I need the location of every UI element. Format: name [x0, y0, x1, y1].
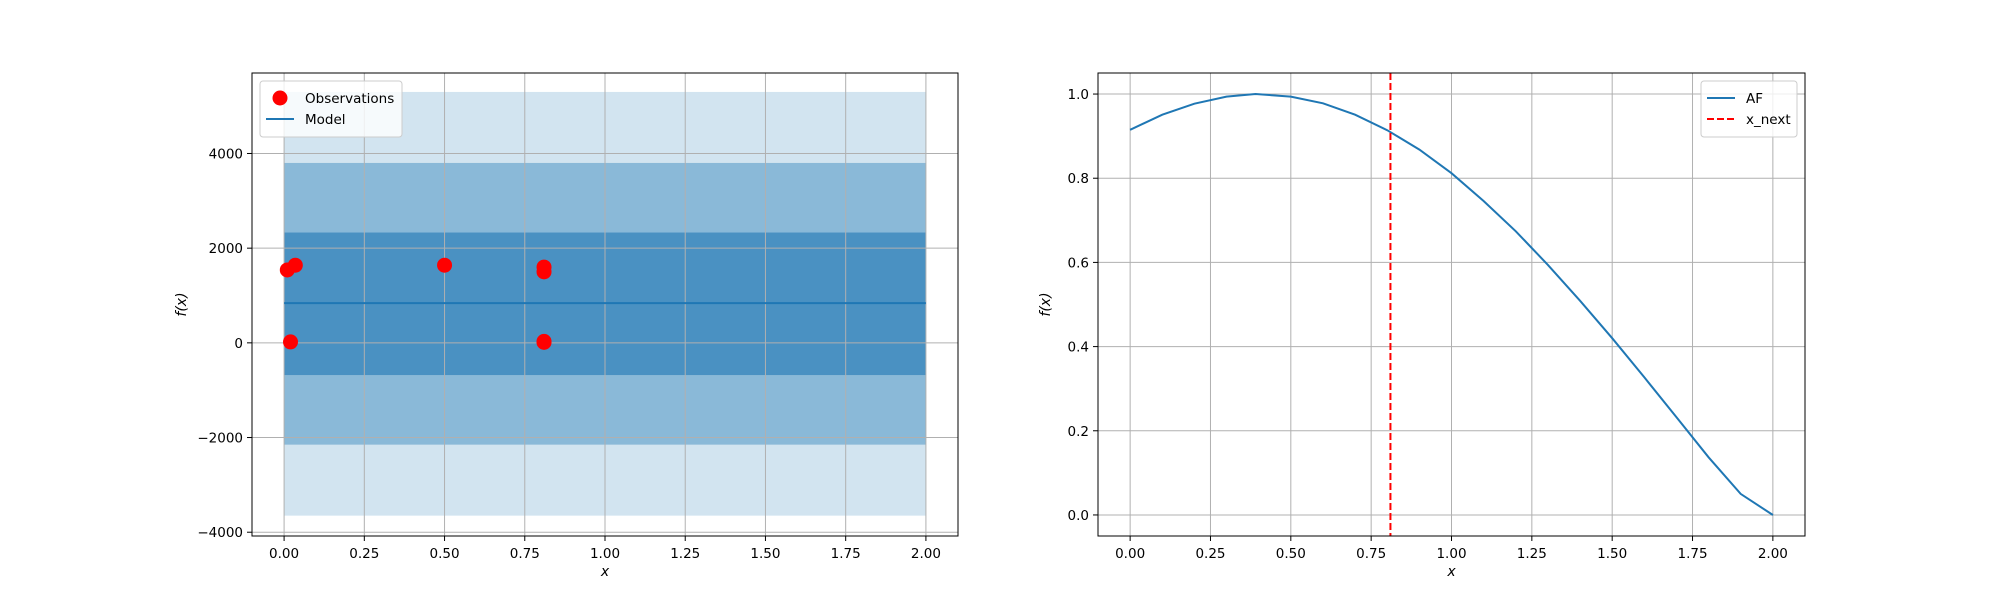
- series-line-af: [1129, 92, 1774, 516]
- y-tick-label: −4000: [197, 525, 243, 541]
- x-tick-label: 1.25: [1517, 546, 1547, 562]
- x-tick-label: 2.00: [911, 546, 941, 562]
- y-tick-label: 2000: [209, 241, 243, 257]
- y-tick-label: 4000: [209, 146, 243, 162]
- x-tick-label: 1.75: [1677, 546, 1707, 562]
- x-tick-label: 1.50: [750, 546, 780, 562]
- x-tick-label: 2.00: [1758, 546, 1788, 562]
- x-tick-label: 1.00: [590, 546, 620, 562]
- x-tick-label: 0.75: [510, 546, 540, 562]
- grid: [252, 73, 958, 536]
- legend-marker-observations: [272, 90, 288, 106]
- legend-box: [259, 80, 403, 138]
- x-axis-label: x: [600, 564, 610, 580]
- y-axis-label: f(x): [1038, 292, 1054, 316]
- x-tick-label: 0.75: [1356, 546, 1386, 562]
- legend-label: Observations: [305, 91, 394, 107]
- legend: AF x_next: [1700, 80, 1798, 138]
- chart-panel-2: 0.00 0.25 0.50 0.75 1.00 1.25 1.50 1.75 2.00 0.0 0…: [1038, 72, 1806, 580]
- y-tick-label: −2000: [197, 431, 243, 447]
- y-tick-label: 0.2: [1068, 424, 1089, 440]
- legend-label: AF: [1746, 91, 1763, 107]
- y-tick-label: 1.0: [1068, 87, 1089, 103]
- observation-point: [536, 264, 552, 280]
- y-tick-label: 0: [234, 336, 243, 352]
- y-axis-label: f(x): [174, 292, 190, 316]
- y-tick-label: 0.6: [1068, 255, 1089, 271]
- y-tick-label: 0.8: [1068, 171, 1089, 187]
- legend: Observations Model: [259, 80, 403, 138]
- y-tick-label: 0.0: [1068, 508, 1089, 524]
- x-tick-label: 0.50: [430, 546, 460, 562]
- legend-label: x_next: [1746, 112, 1791, 128]
- x-axis-label: x: [1446, 564, 1456, 580]
- x-tick-label: 0.50: [1276, 546, 1306, 562]
- x-tick-label: 0.25: [1195, 546, 1225, 562]
- observation-point: [437, 257, 453, 273]
- observation-point: [536, 334, 552, 350]
- legend-box: [1700, 80, 1798, 138]
- observation-point: [283, 334, 299, 350]
- grid: [1098, 73, 1805, 536]
- x-tick-label: 0.00: [1115, 546, 1145, 562]
- y-tick-label: 0.4: [1068, 340, 1089, 356]
- x-tick-label: 0.25: [349, 546, 379, 562]
- x-tick-label: 1.00: [1436, 546, 1466, 562]
- x-tick-label: 1.50: [1597, 546, 1627, 562]
- chart-panel-1: 0.00 0.25 0.50 0.75 1.00 1.25 1.50 1.75 2.00 −400…: [174, 72, 959, 580]
- legend-label: Model: [305, 112, 346, 128]
- x-tick-label: 0.00: [269, 546, 299, 562]
- x-tick-label: 1.25: [670, 546, 700, 562]
- x-tick-label: 1.75: [831, 546, 861, 562]
- observation-point: [287, 257, 303, 273]
